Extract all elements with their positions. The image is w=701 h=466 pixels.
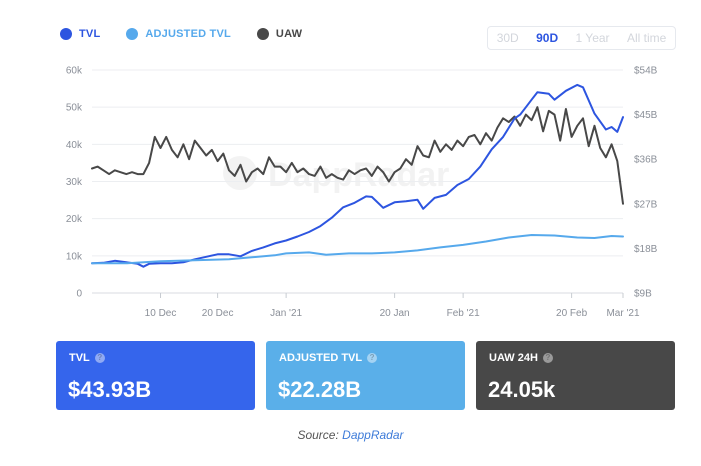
x-tick-label: 20 Jan — [380, 308, 410, 319]
y-right-tick-label: $36B — [634, 155, 658, 166]
range-button-30d[interactable]: 30D — [496, 31, 519, 45]
y-right-tick-label: $54B — [634, 66, 658, 77]
y-left-tick-label: 30k — [66, 177, 83, 188]
series-line-tvl — [91, 83, 624, 268]
x-tick-label: Jan '21 — [270, 308, 302, 319]
legend-dot-uaw — [256, 28, 269, 40]
source-link[interactable]: DappRadar — [342, 428, 404, 442]
adjusted-tvl-card-value: $22.28B — [278, 377, 362, 402]
y-left-tick-label: 10k — [66, 251, 83, 262]
y-right-tick-label: $18B — [634, 244, 658, 255]
svg-text:DappRadar: DappRadar — [268, 156, 449, 194]
range-button-all-time[interactable]: All time — [626, 31, 667, 45]
adjusted-tvl-card-label: ADJUSTED TVL — [279, 352, 363, 364]
right-axis: $9B $18B $27B $36B $45B $54B — [634, 66, 658, 300]
source-caption: Source: DappRadar — [0, 428, 701, 442]
info-icon[interactable]: ? — [94, 353, 105, 363]
x-tick-label: 10 Dec — [145, 308, 177, 319]
chart-grid — [92, 69, 623, 294]
info-icon[interactable]: ? — [367, 353, 378, 363]
x-axis: 10 Dec 20 Dec Jan '21 20 Jan Feb '21 20 Feb Ma… — [145, 293, 640, 319]
tvl-card-label: TVL — [69, 352, 90, 364]
x-tick-label: Mar '21 — [606, 308, 639, 319]
y-right-tick-label: $9B — [634, 289, 652, 300]
chart-legend: TVL ADJUSTED TVL UAW — [60, 28, 302, 40]
uaw-24h-card-label: UAW 24H — [489, 352, 538, 364]
range-button-1-year[interactable]: 1 Year — [575, 31, 610, 45]
legend-label-adjusted-tvl: ADJUSTED TVL — [145, 28, 231, 40]
time-range-selector: 30D 90D 1 Year All time — [487, 26, 676, 50]
legend-label-tvl: TVL — [79, 28, 101, 40]
y-right-tick-label: $27B — [634, 199, 658, 210]
tvl-card-header: TVL ? — [69, 352, 105, 364]
y-left-tick-label: 20k — [66, 214, 83, 225]
legend-label-uaw: UAW — [275, 28, 303, 40]
info-icon[interactable]: ? — [542, 353, 553, 363]
series-line-uaw — [91, 106, 624, 205]
line-chart: DappRadar 0 10k 20k 30k 40k 50k 60k $9B $18B $27… — [66, 66, 658, 320]
y-left-tick-label: 0 — [76, 289, 82, 300]
adjusted-tvl-card: ADJUSTED TVL ? $22.28B — [266, 341, 465, 410]
x-tick-label: 20 Feb — [556, 308, 588, 319]
uaw-24h-card: UAW 24H ? 24.05k — [476, 341, 675, 410]
adjusted-tvl-card-header: ADJUSTED TVL ? — [279, 352, 378, 364]
watermark: DappRadar — [223, 156, 449, 194]
y-left-tick-label: 60k — [66, 66, 83, 77]
legend-item-uaw[interactable]: UAW — [256, 28, 303, 40]
chart-series — [91, 83, 624, 268]
left-axis: 0 10k 20k 30k 40k 50k 60k — [66, 66, 83, 300]
tvl-card-value: $43.93B — [68, 377, 152, 402]
x-tick-label: 20 Dec — [202, 308, 234, 319]
legend-item-adjusted-tvl[interactable]: ADJUSTED TVL — [126, 28, 231, 40]
uaw-24h-card-header: UAW 24H ? — [489, 352, 553, 364]
x-tick-label: Feb '21 — [447, 308, 480, 319]
series-line-adjusted-tvl — [91, 234, 624, 265]
legend-dot-adjusted-tvl — [126, 28, 139, 40]
legend-item-tvl[interactable]: TVL — [60, 28, 100, 40]
summary-cards: TVL ? $43.93B ADJUSTED TVL ? $22.28B UAW… — [56, 341, 675, 410]
source-prefix: Source: — [297, 428, 339, 442]
tvl-card: TVL ? $43.93B — [56, 341, 255, 410]
range-button-90d[interactable]: 90D — [536, 31, 559, 45]
y-right-tick-label: $45B — [634, 110, 658, 121]
y-left-tick-label: 40k — [66, 140, 83, 151]
y-left-tick-label: 50k — [66, 103, 83, 114]
legend-dot-tvl — [60, 28, 72, 40]
uaw-24h-card-value: 24.05k — [488, 377, 556, 402]
